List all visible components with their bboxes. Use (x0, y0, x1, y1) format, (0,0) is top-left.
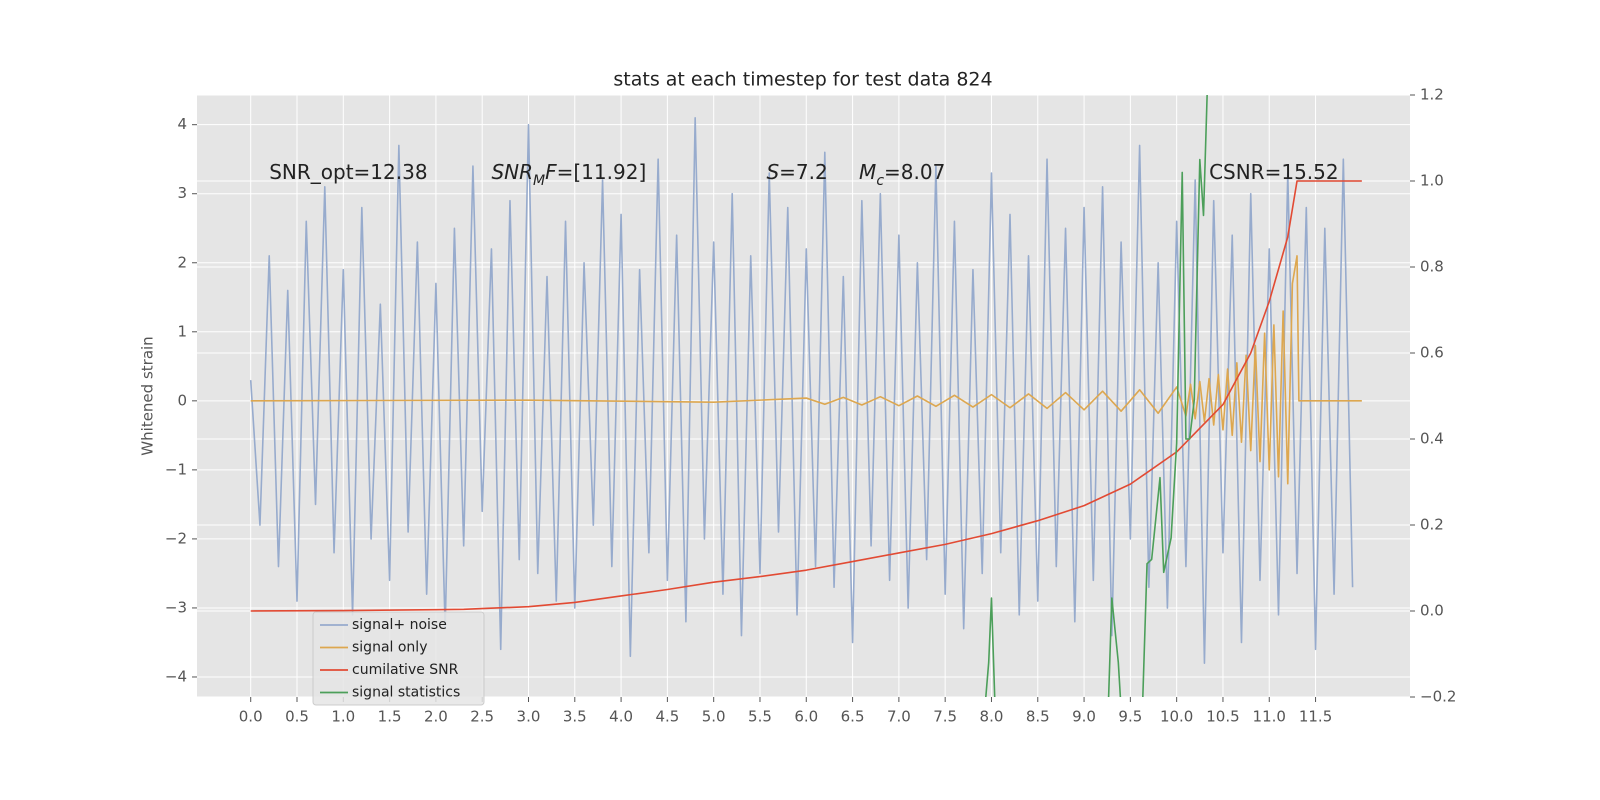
x-tick-label: 2.0 (424, 708, 448, 726)
y-tick-label: −2 (165, 529, 187, 547)
legend-label: signal only (352, 640, 427, 656)
y-tick-label: 4 (177, 115, 187, 133)
annotation-part: c (876, 173, 884, 189)
x-tick-label: 7.5 (933, 708, 957, 726)
legend-label: cumilative SNR (352, 662, 459, 678)
series-line (249, 116, 1354, 664)
annotation: Mc=8.07 (859, 160, 945, 190)
annotation-part: =7.2 (779, 160, 828, 184)
x-tick-label: 11.0 (1253, 708, 1286, 726)
y-tick-label: 1 (177, 322, 187, 340)
annotation-part: M (859, 160, 876, 184)
x-tick-label: 1.0 (331, 708, 355, 726)
y2-tick-label: −0.2 (1420, 688, 1456, 706)
x-tick-label: 4.0 (609, 708, 633, 726)
y2-tick-label: 0.0 (1420, 602, 1444, 620)
x-tick-label: 8.5 (1026, 708, 1050, 726)
overlay: 0.0 0.5 1.0 1.5 2.0 2.5 3.0 3.5 4.0 4.5 5.0 5.5 6.0 6… (165, 86, 1457, 726)
y2-tick-label: 0.2 (1420, 516, 1444, 534)
y2-tick-label: 1.2 (1420, 86, 1444, 104)
x-tick-label: 3.5 (563, 708, 587, 726)
x-tick-label: 3.0 (517, 708, 541, 726)
annotation: SNR_opt=12.38 (269, 160, 427, 184)
y2-tick-label: 1.0 (1420, 172, 1444, 190)
annotation-part: M (533, 173, 545, 189)
x-tick-label: 2.5 (470, 708, 494, 726)
chart-title: stats at each timestep for test data 824 (613, 69, 992, 91)
x-tick-label: 7.0 (887, 708, 911, 726)
x-tick-label: 6.0 (794, 708, 818, 726)
annotation-part: =8.07 (884, 160, 945, 184)
x-tick-label: 0.0 (239, 708, 263, 726)
legend-label: signal+ noise (352, 617, 447, 633)
legend-label: signal statistics (352, 685, 460, 701)
x-tick-label: 10.5 (1206, 708, 1239, 726)
annotation: CSNR=15.52 (1209, 160, 1339, 184)
annotation-part: SNR (491, 160, 533, 184)
x-tick-label: 11.5 (1299, 708, 1332, 726)
x-tick-label: 9.5 (1118, 708, 1142, 726)
x-tick-label: 5.0 (702, 708, 726, 726)
y2-tick-label: 0.6 (1420, 344, 1444, 362)
x-tick-label: 5.5 (748, 708, 772, 726)
annotation-part: S (766, 160, 779, 184)
annotation-part: SNR_opt=12.38 (269, 160, 427, 184)
x-tick-label: 6.5 (841, 708, 865, 726)
legend-box (312, 611, 485, 706)
y-tick-label: −1 (165, 460, 187, 478)
series-layer (249, 95, 1362, 697)
x-tick-label: 8.0 (980, 708, 1004, 726)
y-tick-label: −3 (165, 598, 187, 616)
series-line (250, 255, 1362, 485)
y-tick-label: 0 (177, 391, 187, 409)
y-tick-label: −4 (165, 667, 187, 685)
y-tick-label: 2 (177, 253, 187, 271)
y-axis-label: Whitened strain (139, 336, 157, 455)
y2-tick-label: 0.8 (1420, 258, 1444, 276)
x-tick-label: 10.0 (1160, 708, 1193, 726)
y2-tick-label: 0.4 (1420, 430, 1444, 448)
series-line (250, 180, 1362, 612)
annotation: SNRMF=[11.92] (491, 160, 646, 190)
annotation: S=7.2 (766, 160, 827, 184)
x-tick-label: 9.0 (1072, 708, 1096, 726)
annotation-part: =[11.92] (557, 160, 647, 184)
annotation-part: CSNR=15.52 (1209, 160, 1339, 184)
x-tick-label: 1.5 (378, 708, 402, 726)
x-tick-label: 0.5 (285, 708, 309, 726)
y-tick-label: 3 (177, 184, 187, 202)
x-tick-label: 4.5 (655, 708, 679, 726)
annotation-part: F (545, 160, 557, 184)
series-line (985, 95, 1208, 697)
